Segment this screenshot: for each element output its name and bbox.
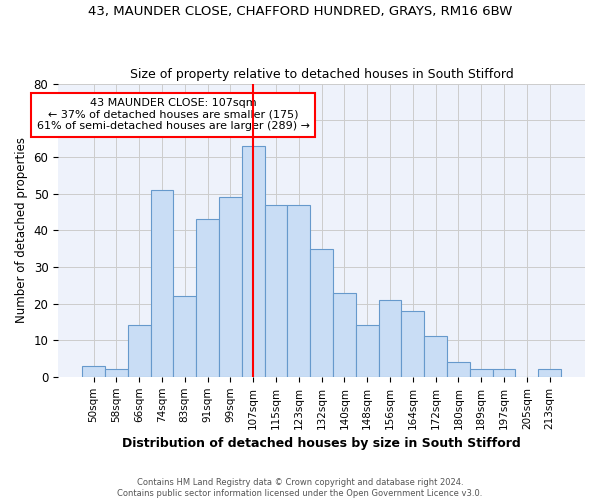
Bar [242, 146, 265, 377]
Bar [128, 326, 151, 377]
Bar [219, 197, 242, 377]
Bar [82, 366, 105, 377]
Bar [265, 204, 287, 377]
Bar [151, 190, 173, 377]
Bar [538, 370, 561, 377]
Bar [424, 336, 447, 377]
Bar [105, 370, 128, 377]
Text: Contains HM Land Registry data © Crown copyright and database right 2024.
Contai: Contains HM Land Registry data © Crown c… [118, 478, 482, 498]
Text: 43 MAUNDER CLOSE: 107sqm
← 37% of detached houses are smaller (175)
61% of semi-: 43 MAUNDER CLOSE: 107sqm ← 37% of detach… [37, 98, 310, 132]
Bar [379, 300, 401, 377]
Bar [173, 296, 196, 377]
Y-axis label: Number of detached properties: Number of detached properties [15, 137, 28, 323]
X-axis label: Distribution of detached houses by size in South Stifford: Distribution of detached houses by size … [122, 437, 521, 450]
Bar [196, 219, 219, 377]
Bar [310, 248, 333, 377]
Bar [356, 326, 379, 377]
Bar [447, 362, 470, 377]
Bar [333, 292, 356, 377]
Bar [287, 204, 310, 377]
Bar [470, 370, 493, 377]
Bar [401, 311, 424, 377]
Bar [493, 370, 515, 377]
Title: Size of property relative to detached houses in South Stifford: Size of property relative to detached ho… [130, 68, 514, 81]
Text: 43, MAUNDER CLOSE, CHAFFORD HUNDRED, GRAYS, RM16 6BW: 43, MAUNDER CLOSE, CHAFFORD HUNDRED, GRA… [88, 5, 512, 18]
